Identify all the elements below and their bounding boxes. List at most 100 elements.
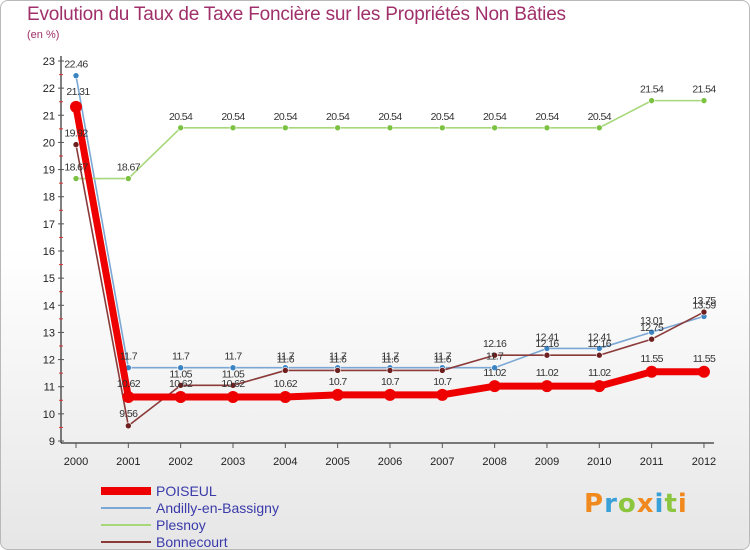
data-point-bonnecourt	[229, 382, 237, 389]
data-label-bonnecourt: 11.05	[222, 368, 245, 380]
data-label-bonnecourt: 19.92	[64, 128, 88, 140]
data-label-andilly-en-bassigny: 13.59	[692, 299, 716, 311]
data-label-andilly-en-bassigny: 12.41	[588, 331, 612, 343]
data-point-plesnoy	[700, 97, 708, 104]
data-point-andilly-en-bassigny	[229, 364, 237, 372]
x-tick-label: 2002	[168, 456, 192, 468]
legend-item: Bonnecourt	[101, 534, 401, 549]
data-label-poiseul: 21.31	[66, 86, 90, 98]
data-label-bonnecourt: 11.6	[329, 353, 347, 365]
data-label-plesnoy: 21.54	[692, 84, 716, 96]
proxiti-logo: Proxiti	[584, 489, 688, 519]
data-point-bonnecourt	[491, 351, 498, 359]
data-point-plesnoy	[177, 124, 184, 132]
x-tick-label: 2009	[535, 456, 559, 468]
logo-letter: o	[617, 489, 637, 519]
data-point-poiseul	[436, 388, 449, 401]
data-point-plesnoy	[282, 124, 289, 132]
data-point-andilly-en-bassigny	[543, 345, 551, 352]
data-label-andilly-en-bassigny: 11.7	[277, 351, 295, 363]
x-tick-label: 2012	[692, 456, 716, 468]
data-point-andilly-en-bassigny	[491, 364, 498, 372]
x-tick-label: 2007	[430, 456, 454, 468]
data-label-andilly-en-bassigny: 11.7	[381, 351, 399, 363]
y-tick-label: 14	[43, 300, 55, 312]
data-point-bonnecourt	[648, 335, 655, 343]
data-point-plesnoy	[439, 124, 446, 132]
data-point-poiseul	[174, 391, 187, 404]
data-label-poiseul: 11.02	[483, 367, 506, 379]
data-point-bonnecourt	[334, 367, 341, 374]
x-tick-label: 2006	[378, 456, 402, 468]
data-label-poiseul: 10.7	[433, 376, 452, 388]
data-point-poiseul	[331, 388, 344, 401]
data-point-bonnecourt	[282, 367, 289, 374]
legend-label: POISEUL	[156, 483, 217, 499]
logo-letter: x	[636, 489, 655, 519]
data-label-poiseul: 10.62	[221, 378, 245, 390]
data-label-bonnecourt: 12.75	[640, 322, 664, 334]
data-label-bonnecourt: 12.16	[535, 338, 559, 350]
series-plesnoy	[72, 97, 708, 182]
y-tick-label: 20	[43, 137, 55, 149]
data-point-bonnecourt	[386, 367, 394, 374]
logo-letter: i	[654, 489, 665, 519]
data-label-plesnoy: 20.54	[326, 111, 350, 123]
data-label-bonnecourt: 13.75	[692, 295, 716, 307]
data-label-poiseul: 11.02	[588, 367, 611, 379]
data-label-plesnoy: 20.54	[535, 111, 559, 123]
data-point-andilly-en-bassigny	[177, 364, 184, 372]
legend-item: Andilly-en-Bassigny	[101, 500, 401, 517]
data-point-bonnecourt	[700, 308, 708, 316]
x-tick-label: 2001	[116, 456, 140, 468]
legend-swatch	[101, 541, 151, 543]
data-label-poiseul: 10.62	[169, 378, 193, 390]
data-point-poiseul	[383, 388, 396, 401]
y-tick-label: 22	[43, 83, 55, 95]
data-label-plesnoy: 20.54	[378, 111, 402, 123]
data-label-plesnoy: 20.54	[431, 111, 455, 123]
data-point-poiseul	[122, 391, 135, 404]
y-tick-label: 18	[43, 192, 55, 204]
y-tick-label: 19	[43, 165, 55, 177]
x-tick-label: 2005	[325, 456, 349, 468]
x-tick-label: 2003	[221, 456, 245, 468]
data-point-bonnecourt	[439, 367, 446, 374]
data-label-poiseul: 11.02	[536, 367, 559, 379]
data-label-plesnoy: 20.54	[483, 111, 507, 123]
data-label-andilly-en-bassigny: 11.7	[120, 351, 138, 363]
legend-swatch	[101, 524, 151, 526]
legend-swatch	[101, 507, 151, 509]
data-point-poiseul	[488, 380, 501, 393]
data-label-bonnecourt: 12.16	[588, 338, 612, 350]
data-point-plesnoy	[72, 175, 80, 182]
logo-letter: P	[584, 489, 605, 519]
data-label-plesnoy: 20.54	[274, 111, 298, 123]
data-label-andilly-en-bassigny: 12.41	[535, 331, 559, 343]
y-tick-label: 10	[43, 409, 55, 421]
data-label-andilly-en-bassigny: 11.7	[434, 351, 452, 363]
data-label-andilly-en-bassigny: 11.7	[329, 351, 347, 363]
data-point-poiseul	[70, 100, 82, 113]
data-label-bonnecourt: 9.56	[119, 408, 138, 420]
chart-title: Evolution du Taux de Taxe Foncière sur l…	[27, 4, 566, 25]
y-tick-label: 15	[43, 273, 55, 285]
y-tick-label: 21	[43, 110, 55, 122]
data-label-bonnecourt: 11.6	[277, 353, 295, 365]
data-point-poiseul	[226, 391, 239, 404]
data-point-andilly-en-bassigny	[648, 328, 655, 336]
data-point-plesnoy	[543, 124, 551, 132]
y-tick-label: 12	[43, 355, 55, 367]
logo-letter: t	[664, 489, 678, 519]
legend-label: Plesnoy	[156, 517, 206, 533]
legend-item: Plesnoy	[101, 517, 401, 534]
data-label-andilly-en-bassigny: 22.46	[64, 59, 88, 71]
data-point-poiseul	[697, 365, 710, 378]
y-tick-label: 16	[43, 246, 55, 258]
legend-label: Andilly-en-Bassigny	[156, 500, 279, 516]
data-point-bonnecourt	[125, 422, 132, 430]
data-point-poiseul	[540, 380, 553, 393]
y-tick-label: 13	[43, 327, 55, 339]
data-point-bonnecourt	[543, 351, 551, 359]
